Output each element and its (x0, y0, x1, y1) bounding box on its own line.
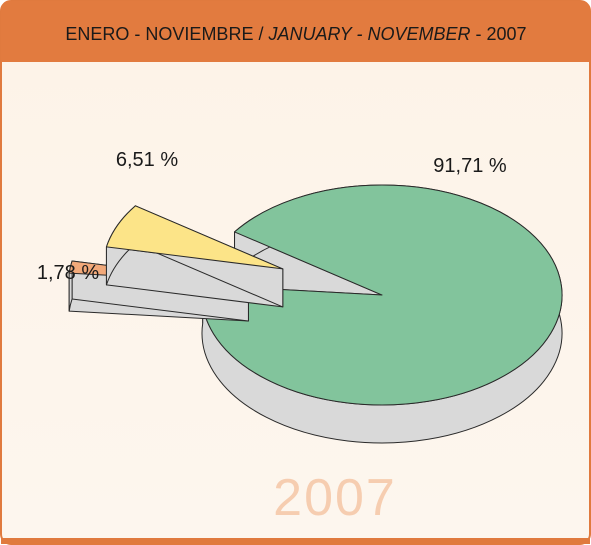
pie-slice (201, 184, 563, 406)
footer-bar (1, 538, 590, 544)
pie (68, 184, 563, 444)
title-en: JANUARY - NOVEMBER (267, 24, 470, 44)
data-label: 6,51 % (116, 149, 178, 171)
title-es: ENERO - NOVIEMBRE / (65, 24, 263, 44)
data-label: 91,71 % (433, 155, 507, 177)
chart-title: ENERO - NOVIEMBRE / JANUARY - NOVEMBER -… (65, 24, 526, 44)
title-year: - 2007 (476, 24, 527, 44)
pie-slice (105, 205, 284, 270)
data-label: 1,78 % (37, 262, 99, 284)
watermark: 2007 (273, 469, 397, 527)
header-bar (1, 1, 590, 62)
